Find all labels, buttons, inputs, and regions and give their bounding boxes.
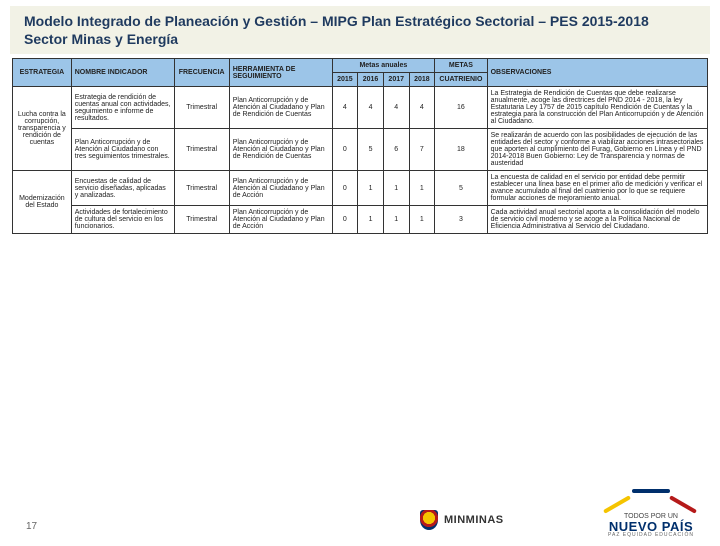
cell-2017: 4 [383,87,409,129]
header-row-1: ESTRATEGIA NOMBRE INDICADOR FRECUENCIA H… [13,59,708,73]
cell-herramienta: Plan Anticorrupción y de Atención al Ciu… [229,206,332,234]
table-row: Plan Anticorrupción y de Atención al Ciu… [13,129,708,171]
cell-obs: La encuesta de calidad en el servicio po… [487,171,707,206]
cell-2016: 4 [358,87,384,129]
cell-2018: 7 [409,129,435,171]
cell-cuatri: 16 [435,87,487,129]
cell-herramienta: Plan Anticorrupción y de Atención al Ciu… [229,171,332,206]
cell-2015: 0 [332,206,358,234]
cell-2018: 1 [409,206,435,234]
th-2018: 2018 [409,73,435,87]
logo-nuevo-pais: TODOS POR UN NUEVO PAÍS PAZ EQUIDAD EDUC… [596,485,706,538]
th-herramienta: HERRAMIENTA DE SEGUIMIENTO [229,59,332,87]
th-observaciones: OBSERVACIONES [487,59,707,87]
cell-obs: La Estrategia de Rendición de Cuentas qu… [487,87,707,129]
th-estrategia: ESTRATEGIA [13,59,72,87]
th-2016: 2016 [358,73,384,87]
cell-2016: 5 [358,129,384,171]
th-frecuencia: FRECUENCIA [174,59,229,87]
cell-cuatri: 3 [435,206,487,234]
cell-cuatri: 5 [435,171,487,206]
logo-minminas: MINMINAS [420,510,504,530]
cell-herramienta: Plan Anticorrupción y de Atención al Ciu… [229,87,332,129]
cell-2015: 0 [332,171,358,206]
th-2015: 2015 [332,73,358,87]
arc-bar-blue [632,489,670,493]
cell-2015: 4 [332,87,358,129]
data-table: ESTRATEGIA NOMBRE INDICADOR FRECUENCIA H… [12,58,708,234]
th-cuatrienio: CUATRIENIO [435,73,487,87]
th-metas-anuales: Metas anuales [332,59,435,73]
cell-estrategia: Lucha contra la corrupción, transparenci… [13,87,72,171]
cell-indicador: Plan Anticorrupción y de Atención al Ciu… [71,129,174,171]
cell-2016: 1 [358,206,384,234]
cell-2017: 6 [383,129,409,171]
th-2017: 2017 [383,73,409,87]
th-metas: METAS [435,59,487,73]
nuevo-line3: PAZ EQUIDAD EDUCACIÓN [596,533,706,538]
data-table-container: ESTRATEGIA NOMBRE INDICADOR FRECUENCIA H… [12,58,708,234]
table-row: Actividades de fortalecimiento de cultur… [13,206,708,234]
arc-bar-yellow [603,495,631,513]
cell-estrategia: Modernización del Estado [13,171,72,234]
cell-frecuencia: Trimestral [174,87,229,129]
cell-indicador: Estrategia de rendición de cuentas anual… [71,87,174,129]
table-body: Lucha contra la corrupción, transparenci… [13,87,708,234]
page-title: Modelo Integrado de Planeación y Gestión… [24,12,696,48]
table-row: Modernización del Estado Encuestas de ca… [13,171,708,206]
shield-icon [420,510,438,530]
cell-obs: Cada actividad anual sectorial aporta a … [487,206,707,234]
cell-2017: 1 [383,206,409,234]
cell-herramienta: Plan Anticorrupción y de Atención al Ciu… [229,129,332,171]
cell-2018: 1 [409,171,435,206]
cell-cuatri: 18 [435,129,487,171]
page-number: 17 [26,521,37,532]
title-bar: Modelo Integrado de Planeación y Gestión… [10,6,710,54]
cell-frecuencia: Trimestral [174,129,229,171]
arc-icon [596,485,706,511]
cell-frecuencia: Trimestral [174,206,229,234]
cell-obs: Se realizarán de acuerdo con las posibil… [487,129,707,171]
cell-indicador: Encuestas de calidad de servicio diseñad… [71,171,174,206]
cell-2016: 1 [358,171,384,206]
cell-frecuencia: Trimestral [174,171,229,206]
cell-2018: 4 [409,87,435,129]
cell-2017: 1 [383,171,409,206]
th-indicador: NOMBRE INDICADOR [71,59,174,87]
table-row: Lucha contra la corrupción, transparenci… [13,87,708,129]
arc-bar-red [669,495,697,513]
cell-indicador: Actividades de fortalecimiento de cultur… [71,206,174,234]
minminas-label: MINMINAS [444,514,504,526]
cell-2015: 0 [332,129,358,171]
